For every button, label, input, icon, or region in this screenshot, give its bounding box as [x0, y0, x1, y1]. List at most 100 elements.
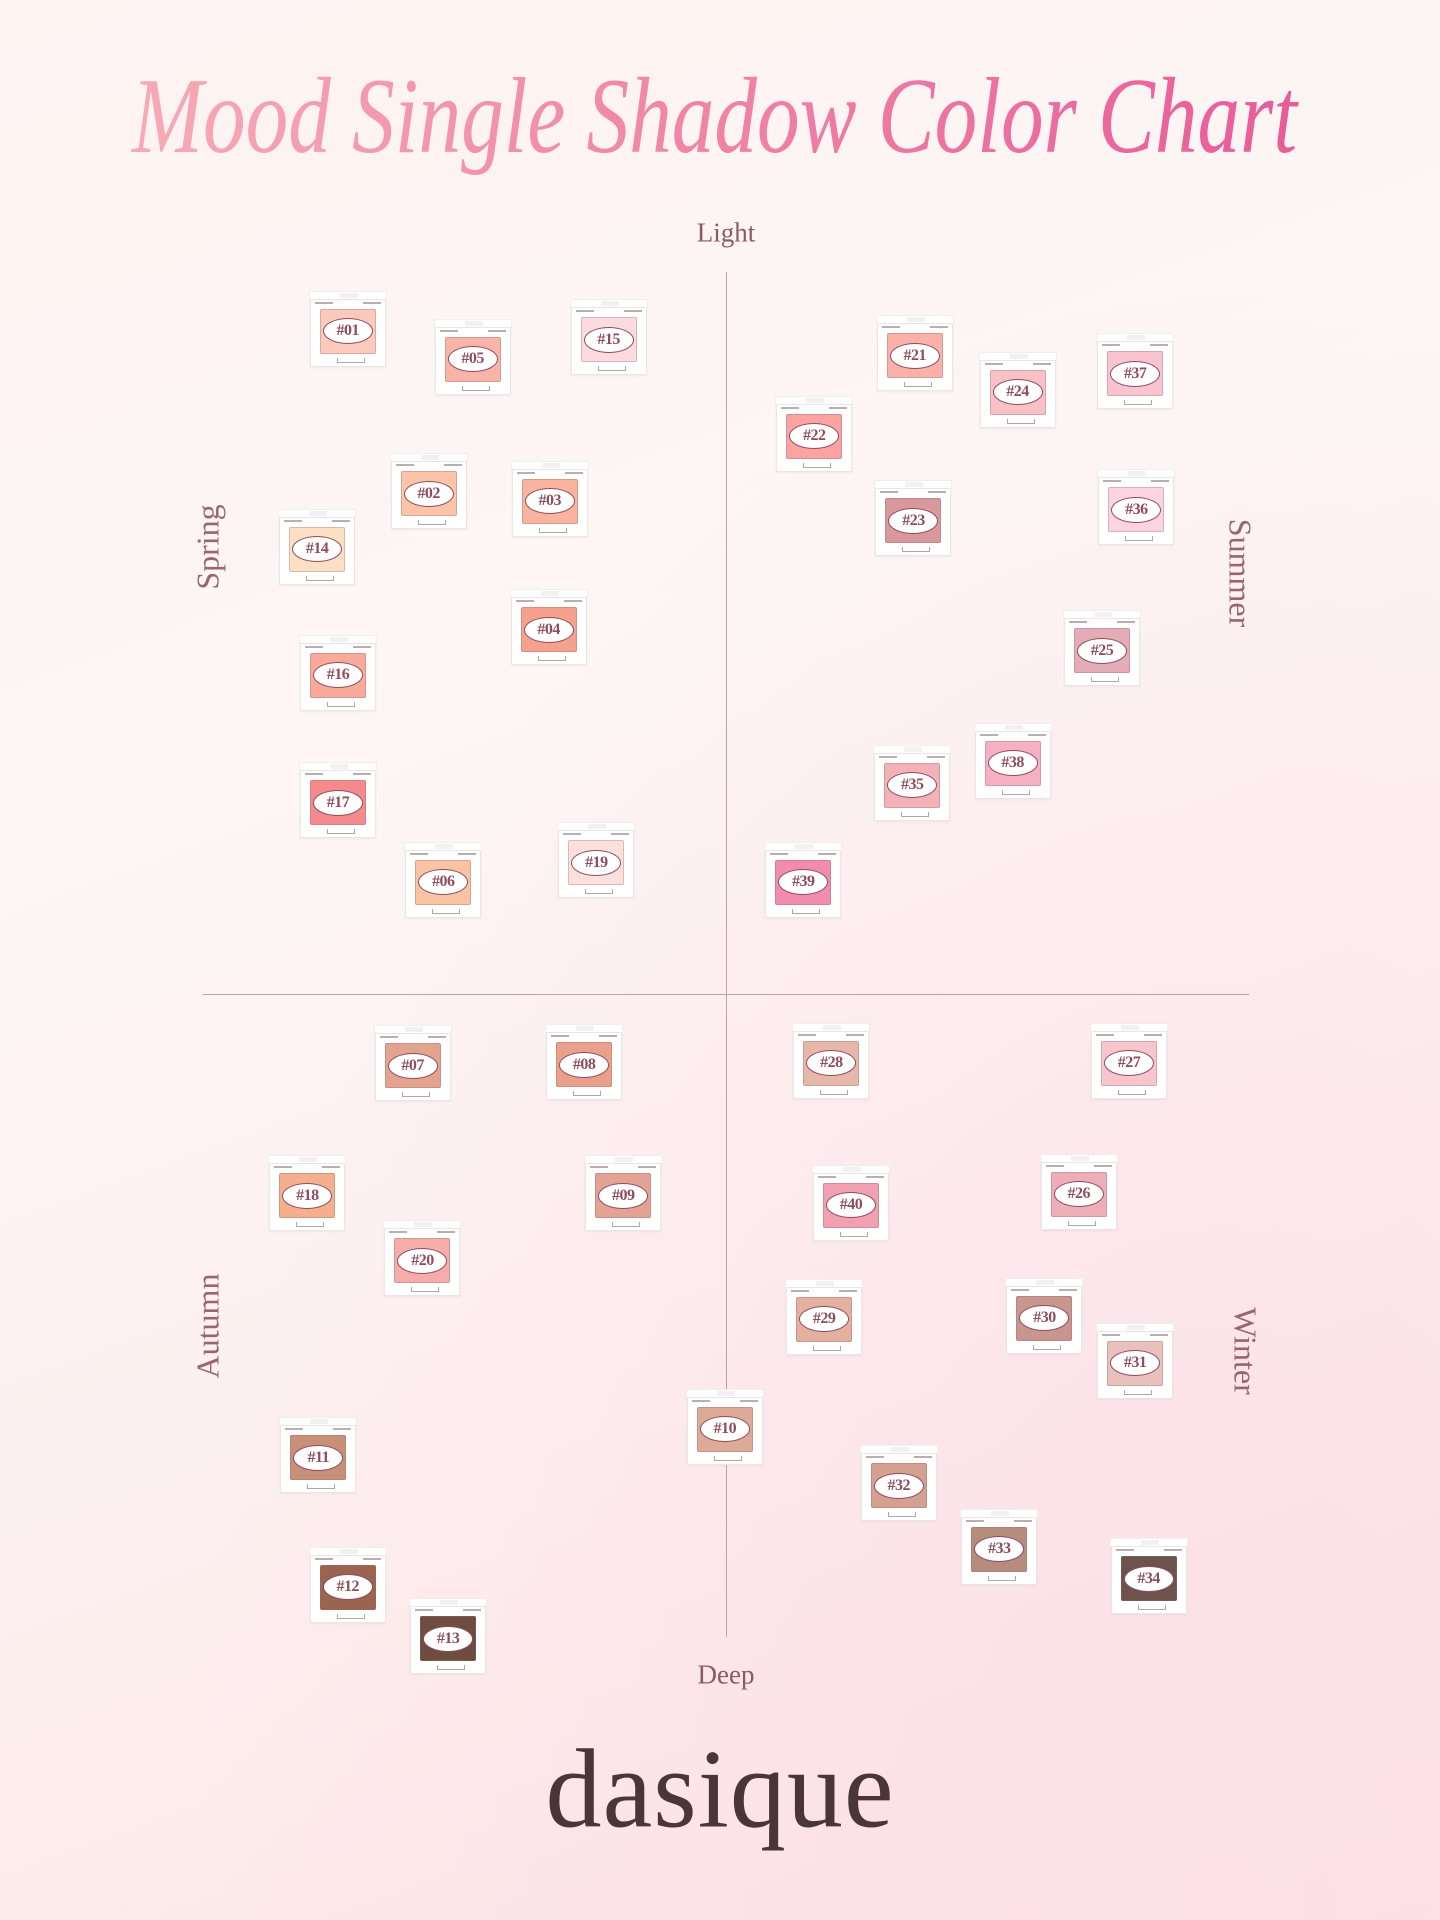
shade-card: #30 [1005, 1277, 1084, 1354]
shade-number: #10 [699, 1416, 750, 1443]
shade-pan: #16 [309, 652, 366, 698]
compact-body: #39 [765, 849, 842, 918]
axis-label-light: Light [696, 217, 756, 248]
compact-body: #15 [570, 307, 647, 376]
shade-pan: #02 [400, 471, 457, 517]
shade-card: #27 [1089, 1022, 1168, 1099]
shade-number: #40 [826, 1192, 877, 1219]
shade-number: #26 [1053, 1181, 1104, 1208]
brand-logo: dasique [545, 1727, 895, 1852]
compact-body: #28 [793, 1030, 870, 1099]
title-text: Mood Single Shadow Color Chart [130, 57, 1299, 176]
shade-number: #02 [403, 480, 454, 507]
compact-lid [873, 744, 952, 754]
compact-lid [308, 1546, 387, 1556]
compact-body: #30 [1006, 1285, 1083, 1354]
compact-body: #19 [558, 830, 635, 899]
compact-lid [1109, 1538, 1188, 1548]
shade-number: #37 [1110, 360, 1161, 387]
shade-card: #32 [859, 1445, 938, 1522]
shade-number: #23 [888, 507, 939, 534]
shade-card: #40 [812, 1164, 891, 1241]
shade-pan: #05 [444, 336, 501, 382]
shade-pan: #17 [309, 780, 366, 826]
compact-lid [785, 1278, 864, 1288]
compact-lid [1096, 1322, 1175, 1332]
shade-pan: #12 [319, 1564, 376, 1610]
shade-number: #03 [524, 488, 575, 515]
compact-body: #21 [876, 323, 953, 392]
shade-card: #17 [298, 762, 377, 839]
shade-pan: #29 [796, 1296, 853, 1342]
compact-body: #10 [686, 1396, 763, 1465]
compact-lid [1089, 1022, 1168, 1032]
compact-body: #22 [776, 403, 853, 472]
shade-number: #11 [293, 1444, 344, 1471]
compact-body: #40 [813, 1172, 890, 1241]
shade-number: #32 [873, 1472, 924, 1499]
shade-card: #28 [792, 1022, 871, 1099]
compact-lid [1097, 469, 1176, 479]
compact-body: #38 [974, 730, 1051, 799]
shade-card: #23 [874, 480, 953, 557]
shade-pan: #35 [884, 762, 941, 808]
shade-number: #38 [987, 750, 1038, 777]
shade-pan: #24 [989, 369, 1046, 415]
compact-lid [978, 351, 1057, 361]
shade-card: #29 [785, 1278, 864, 1355]
shade-number: #16 [312, 662, 363, 689]
shade-card: #06 [404, 841, 483, 918]
shade-card: #08 [545, 1024, 624, 1101]
compact-lid [545, 1024, 624, 1034]
shade-number: #12 [322, 1574, 373, 1601]
shade-pan: #03 [521, 478, 578, 524]
compact-lid [1096, 333, 1175, 343]
shade-card: #10 [685, 1388, 764, 1465]
shade-number: #17 [312, 789, 363, 816]
compact-lid [874, 480, 953, 490]
compact-body: #35 [874, 752, 951, 821]
compact-body: #11 [280, 1425, 357, 1494]
compact-lid [279, 1417, 358, 1427]
shade-pan: #19 [568, 840, 625, 886]
shade-number: #39 [778, 869, 829, 896]
compact-body: #31 [1097, 1330, 1174, 1399]
compact-lid [509, 589, 588, 599]
shade-pan: #01 [319, 308, 376, 354]
shade-card: #38 [973, 722, 1052, 799]
shade-card: #34 [1109, 1538, 1188, 1615]
shade-card: #25 [1063, 610, 1142, 687]
compact-body: #03 [511, 468, 588, 537]
shade-number: #18 [282, 1182, 333, 1209]
shade-card: #18 [268, 1155, 347, 1232]
compact-lid [308, 290, 387, 300]
page-title: Mood Single Shadow Color Chart [130, 57, 1299, 176]
shade-number: #08 [559, 1051, 610, 1078]
shade-number: #31 [1110, 1350, 1161, 1377]
shade-card: #14 [278, 508, 357, 585]
compact-body: #17 [299, 770, 376, 839]
shade-card: #12 [308, 1546, 387, 1623]
shade-card: #24 [978, 351, 1057, 428]
shade-pan: #40 [823, 1182, 880, 1228]
shade-number: #19 [571, 849, 622, 876]
compact-body: #37 [1097, 341, 1174, 410]
shade-pan: #09 [595, 1173, 652, 1219]
shade-pan: #22 [786, 413, 843, 459]
shade-card: #31 [1096, 1322, 1175, 1399]
shade-pan: #39 [775, 859, 832, 905]
shade-number: #35 [887, 772, 938, 799]
compact-body: #32 [860, 1453, 937, 1522]
compact-body: #14 [279, 516, 356, 585]
compact-lid [1039, 1153, 1118, 1163]
season-label-autumn: Autumn [189, 1273, 226, 1379]
compact-lid [584, 1155, 663, 1165]
shade-card: #26 [1039, 1153, 1118, 1230]
shade-number: #22 [789, 423, 840, 450]
compact-body: #36 [1098, 477, 1175, 546]
compact-body: #12 [309, 1554, 386, 1623]
compact-body: #29 [786, 1286, 863, 1355]
shade-number: #05 [447, 346, 498, 373]
compact-body: #01 [309, 298, 386, 367]
shade-number: #06 [418, 869, 469, 896]
